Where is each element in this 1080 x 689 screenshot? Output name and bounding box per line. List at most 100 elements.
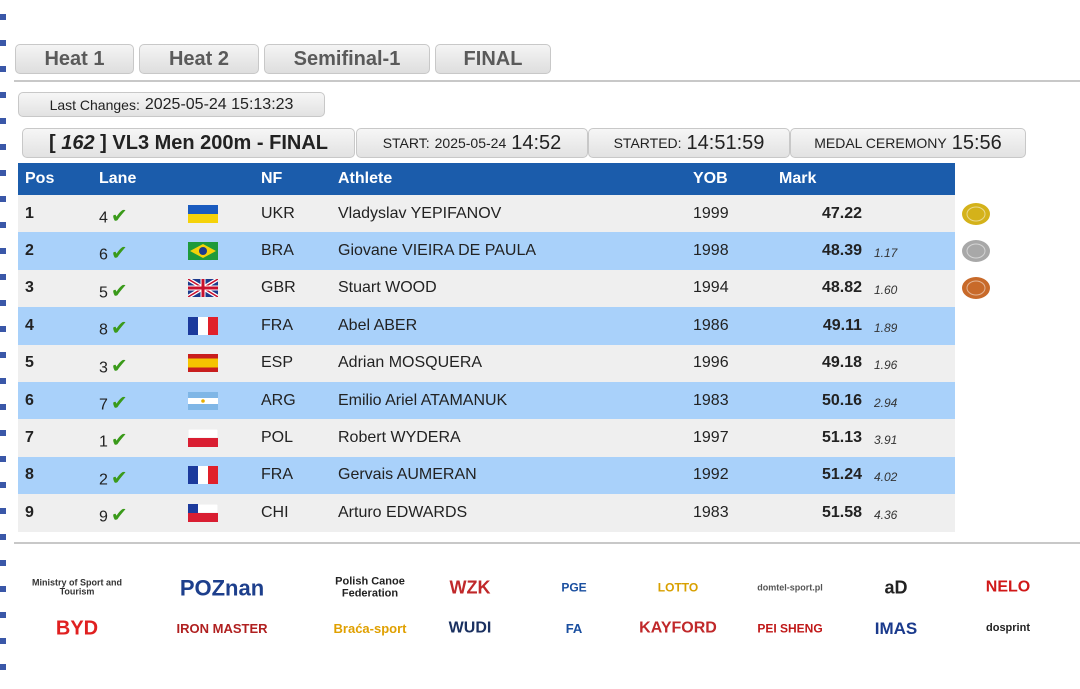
athlete: Abel ABER xyxy=(338,316,418,334)
nf: POL xyxy=(261,429,294,447)
column-header: Pos xyxy=(25,170,55,187)
sponsor-logo: LOTTO xyxy=(657,580,699,595)
difference: 3.91 xyxy=(874,432,898,447)
difference: 4.02 xyxy=(874,470,898,485)
nf: ESP xyxy=(261,354,294,372)
sponsor-logo: dosprint xyxy=(986,622,1030,635)
column-header: YOB xyxy=(693,170,728,187)
difference: 1.89 xyxy=(874,320,898,335)
mark: 51.13 xyxy=(821,429,862,447)
lane: 3 ✔ xyxy=(99,355,128,377)
medal xyxy=(961,238,991,264)
side-icons xyxy=(0,0,6,689)
lane: 6 ✔ xyxy=(99,242,128,265)
result-row: 1 4 ✔ UKR Vladyslav YEPIFANOV 1999 47.22 xyxy=(18,195,990,233)
column-header: Mark xyxy=(779,170,817,187)
time: 14:52 xyxy=(511,131,562,154)
flag-image xyxy=(187,428,219,448)
athlete: Gervais AUMERAN xyxy=(338,466,477,484)
check-icon: ✔ xyxy=(110,280,128,303)
nf: ARG xyxy=(261,391,296,409)
yob: 1999 xyxy=(693,204,729,222)
sponsor-logo: POZnan xyxy=(179,575,265,601)
position: 6 xyxy=(25,391,34,409)
check-icon: ✔ xyxy=(110,467,128,490)
nf: BRA xyxy=(261,242,294,260)
sponsor-logo: NELO xyxy=(985,578,1031,596)
lane: 7 ✔ xyxy=(99,392,128,415)
mark: 48.82 xyxy=(821,279,862,297)
tab[interactable]: Heat 2 xyxy=(139,44,259,74)
flag-image xyxy=(188,316,218,335)
sponsor-logo: domtel-sport.pl xyxy=(757,582,823,593)
athlete: Arturo EDWARDS xyxy=(338,503,468,521)
sponsor-logo: Braća-sport xyxy=(333,621,407,637)
bracket: ] xyxy=(100,131,107,154)
result-row: 4 8 ✔ FRA Abel ABER 1986 49.11 1.89 xyxy=(18,307,955,345)
flag xyxy=(188,242,218,261)
flag-image xyxy=(188,391,218,410)
flag xyxy=(187,428,219,448)
athlete: Stuart WOOD xyxy=(338,279,437,297)
sponsor-logo: WUDI xyxy=(448,619,492,637)
mark: 49.11 xyxy=(822,316,862,334)
position: 2 xyxy=(25,242,34,260)
last-changes: Last Changes: 2025-05-24 15:13:23 xyxy=(18,92,325,117)
yob: 1998 xyxy=(693,242,729,260)
medal-icon xyxy=(962,202,990,225)
sponsor-logo: WZK xyxy=(449,577,491,598)
event-title: [ 162 ] VL3 Men 200m - FINAL xyxy=(22,128,355,158)
yob: 1992 xyxy=(693,466,729,484)
result-row: 7 1 ✔ POL Robert WYDERA 1997 51.13 3.91 xyxy=(18,419,955,457)
tab[interactable]: Semifinal-1 xyxy=(264,44,430,74)
yob: 1996 xyxy=(693,354,729,372)
position: 9 xyxy=(25,503,34,521)
check-icon: ✔ xyxy=(110,392,128,415)
flag xyxy=(188,391,218,410)
check-icon: ✔ xyxy=(110,429,128,452)
flag xyxy=(188,466,218,485)
tab[interactable]: Heat 1 xyxy=(15,44,134,74)
lane: 2 ✔ xyxy=(99,467,128,490)
start: START: 2025-05-24 14:52 xyxy=(356,128,588,158)
label: Last Changes: xyxy=(49,96,140,113)
yob: 1986 xyxy=(693,316,729,334)
difference: 4.36 xyxy=(874,507,898,522)
position: 5 xyxy=(25,354,34,372)
result-row: 9 9 ✔ CHI Arturo EDWARDS 1983 51.58 4.36 xyxy=(18,494,955,532)
check-icon: ✔ xyxy=(110,242,128,265)
time: 14:51:59 xyxy=(686,131,765,154)
tab[interactable]: FINAL xyxy=(435,44,551,74)
position: 7 xyxy=(25,429,34,447)
flag-image xyxy=(188,204,218,223)
sponsor-logo: PEI SHENG xyxy=(757,621,823,636)
mark: 51.24 xyxy=(821,466,862,484)
lane: 5 ✔ xyxy=(99,280,128,303)
lane: 4 ✔ xyxy=(99,205,128,228)
nf: FRA xyxy=(261,316,293,334)
difference: 1.60 xyxy=(874,283,898,298)
flag xyxy=(186,277,220,300)
lane: 1 ✔ xyxy=(99,429,128,452)
nf: CHI xyxy=(261,503,289,521)
header-row: Pos Lane NF Athlete YOB Mark xyxy=(18,163,955,195)
sponsor-logo: FA xyxy=(565,621,583,637)
event-number: 162 xyxy=(61,131,95,154)
medal-icon xyxy=(962,240,990,263)
date: 2025-05-24 xyxy=(434,135,507,151)
position: 8 xyxy=(25,466,34,484)
athlete: Robert WYDERA xyxy=(338,429,461,447)
event-name: VL3 Men 200m - FINAL xyxy=(112,131,328,154)
divider xyxy=(14,542,1080,544)
yob: 1983 xyxy=(693,391,729,409)
label: START: xyxy=(382,135,430,151)
flag xyxy=(188,316,218,335)
flag xyxy=(188,204,218,223)
sponsor-logo: IMAS xyxy=(874,619,918,639)
sponsor-logo: PGE xyxy=(561,580,587,595)
position: 1 xyxy=(25,204,34,222)
sponsor-logo: Ministry of Sport and Tourism xyxy=(32,577,122,597)
sponsor-logo: IRON MASTER xyxy=(176,621,268,637)
athlete: Vladyslav YEPIFANOV xyxy=(338,204,502,222)
